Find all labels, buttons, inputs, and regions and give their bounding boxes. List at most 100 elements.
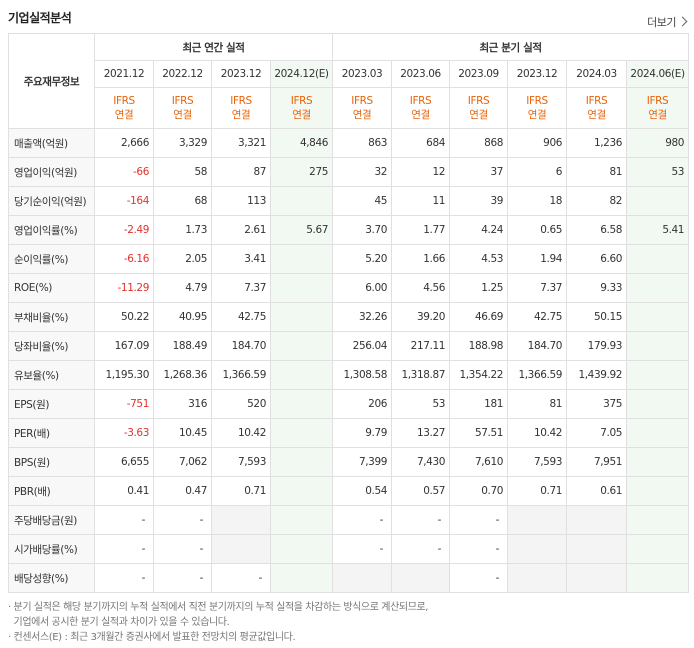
table-cell: 42.75 (507, 302, 568, 332)
table-cell: 3,321 (211, 128, 271, 158)
table-cell: 4.79 (153, 273, 212, 303)
period-header: 2023.03 (332, 60, 393, 88)
table-cell (269, 447, 334, 477)
chevron-right-icon (677, 16, 688, 27)
table-cell: 6.60 (566, 244, 628, 274)
row-label: 영업이익률(%) (8, 215, 95, 245)
table-cell: 375 (566, 389, 628, 419)
table-cell: 39.20 (391, 302, 451, 332)
table-cell: -164 (94, 186, 154, 216)
table-cell: 42.75 (211, 302, 271, 332)
table-cell: 81 (507, 389, 568, 419)
consolidated-label: 연결 (587, 109, 606, 121)
table-cell: 68 (153, 186, 212, 216)
more-link[interactable]: 더보기 (647, 14, 688, 30)
table-cell (269, 418, 334, 448)
footnote-1-cont: 기업에서 공시한 분기 실적과 차이가 있을 수 있습니다. (8, 617, 230, 628)
table-cell (391, 563, 451, 593)
table-cell (626, 389, 690, 419)
footnotes: · 분기 실적은 해당 분기까지의 누적 실적에서 직전 분기까지의 누적 실적… (8, 600, 428, 645)
table-cell (269, 563, 334, 593)
table-cell: 53 (391, 389, 451, 419)
table-cell: 868 (449, 128, 509, 158)
table-cell: 6.00 (332, 273, 393, 303)
table-cell (566, 505, 628, 535)
table-row: 주당배당금(원) - - - - - (8, 505, 690, 535)
table-cell (626, 331, 690, 361)
table-cell: - (153, 534, 212, 564)
footnote-2: · 컨센서스(E) : 최근 3개월간 증권사에서 발표한 전망치의 평균값입니… (8, 632, 296, 643)
period-header: 2021.12 (94, 60, 154, 88)
table-cell: 10.42 (507, 418, 568, 448)
table-cell: 684 (391, 128, 451, 158)
ifrs-label: IFRS (467, 95, 490, 107)
table-cell: 2,666 (94, 128, 154, 158)
table-cell: - (332, 534, 393, 564)
table-cell: 217.11 (391, 331, 451, 361)
consolidated-label: 연결 (411, 109, 430, 121)
table-cell (507, 534, 568, 564)
row-label: 순이익률(%) (8, 244, 95, 274)
row-label: 당기순이익(억원) (8, 186, 95, 216)
table-row: 순이익률(%) -6.16 2.05 3.41 5.20 1.66 4.53 1.94 6.60 (8, 244, 690, 274)
table-cell: 1,308.58 (332, 360, 393, 390)
table-cell: 4,846 (269, 128, 334, 158)
row-label: ROE(%) (8, 273, 95, 303)
ifrs-label: IFRS (409, 95, 432, 107)
ifrs-basis: IFRS 연결 (626, 87, 690, 129)
table-cell: - (391, 505, 451, 535)
table-cell (626, 563, 690, 593)
table-row: 시가배당률(%) - - - - - (8, 534, 690, 564)
table-cell: - (153, 563, 212, 593)
annual-group-header: 최근 연간 실적 (93, 33, 334, 61)
table-row: 유보율(%) 1,195.30 1,268.36 1,366.59 1,308.58 1,… (8, 360, 690, 390)
more-link-label: 더보기 (647, 16, 676, 29)
ifrs-label: IFRS (526, 95, 548, 107)
table-cell: 32.26 (332, 302, 393, 332)
table-cell: 57.51 (449, 418, 509, 448)
table-cell: 37 (449, 157, 509, 187)
table-cell: 906 (507, 128, 568, 158)
table-cell: 3.41 (211, 244, 271, 274)
table-cell: 50.15 (566, 302, 628, 332)
table-cell (626, 244, 690, 274)
table-cell: 9.79 (332, 418, 393, 448)
table-row: 영업이익(억원) -66 58 87 275 32 12 37 6 81 53 (8, 157, 690, 187)
table-cell (507, 563, 568, 593)
table-cell: 1,366.59 (507, 360, 568, 390)
table-cell: 7,399 (332, 447, 393, 477)
table-cell: 0.61 (566, 476, 628, 506)
row-label: 유보율(%) (8, 360, 95, 390)
table-cell: -3.63 (94, 418, 154, 448)
table-cell: - (449, 534, 509, 564)
table-cell (269, 186, 334, 216)
ifrs-basis: IFRS 연결 (94, 87, 154, 129)
table-cell: 1,268.36 (153, 360, 212, 390)
table-cell (269, 389, 334, 419)
table-cell (626, 447, 690, 477)
table-row: 부채비율(%) 50.22 40.95 42.75 32.26 39.20 46.69 42.… (8, 302, 690, 332)
table-cell: 82 (566, 186, 628, 216)
table-cell: 58 (153, 157, 212, 187)
table-row: PER(배) -3.63 10.45 10.42 9.79 13.27 57.51 10.42… (8, 418, 690, 448)
table-cell: 10.42 (211, 418, 271, 448)
period-header: 2023.09 (449, 60, 509, 88)
row-label: PBR(배) (8, 476, 95, 506)
table-cell: 113 (211, 186, 271, 216)
table-cell (269, 505, 334, 535)
table-cell: 7,951 (566, 447, 628, 477)
period-header: 2024.06(E) (626, 60, 690, 88)
table-cell: 4.24 (449, 215, 509, 245)
table-cell: - (391, 534, 451, 564)
table-cell: 0.71 (507, 476, 568, 506)
table-cell: 980 (626, 128, 690, 158)
table-row: 매출액(억원) 2,666 3,329 3,321 4,846 863 684 868 906 1… (8, 128, 690, 158)
table-cell: 188.49 (153, 331, 212, 361)
consolidated-label: 연결 (114, 109, 134, 121)
table-cell: 81 (566, 157, 628, 187)
table-cell: - (449, 563, 509, 593)
table-cell: 863 (332, 128, 393, 158)
period-header: 2022.12 (153, 60, 212, 88)
table-cell: 7,430 (391, 447, 451, 477)
